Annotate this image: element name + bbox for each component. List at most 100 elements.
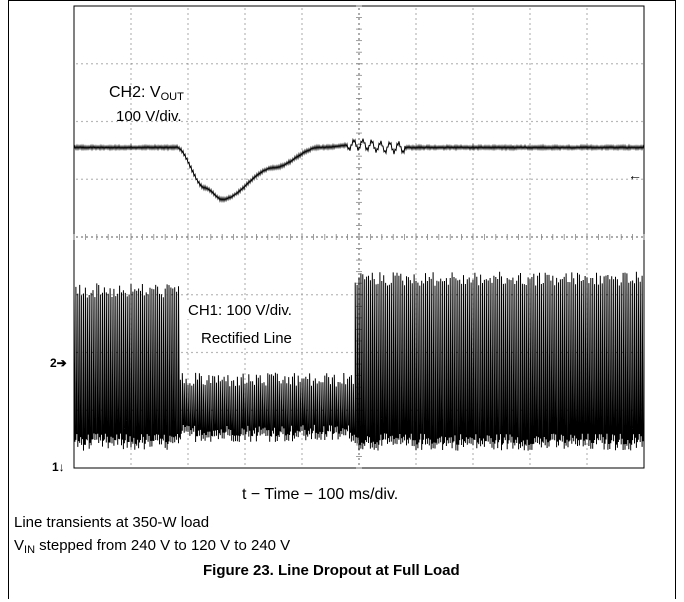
center-axis-dot bbox=[571, 236, 573, 238]
grid-dot-vertical bbox=[415, 153, 417, 155]
grid-dot-horizontal bbox=[591, 178, 593, 180]
center-axis-dot bbox=[358, 153, 360, 155]
grid-dot-vertical bbox=[472, 108, 474, 110]
grid-dot-vertical bbox=[529, 228, 531, 230]
grid-dot-horizontal bbox=[346, 294, 348, 296]
grid-dot-horizontal bbox=[366, 63, 368, 65]
center-axis-dot bbox=[481, 236, 483, 238]
grid-dot-horizontal bbox=[461, 63, 463, 65]
grid-dot-horizontal bbox=[431, 63, 433, 65]
grid-dot-vertical bbox=[586, 218, 588, 220]
grid-dot-vertical bbox=[586, 123, 588, 125]
center-axis-dot bbox=[146, 236, 148, 238]
grid-dot-vertical bbox=[244, 23, 246, 25]
center-axis-dot bbox=[456, 236, 458, 238]
grid-dot-horizontal bbox=[96, 63, 98, 65]
grid-dot-horizontal bbox=[201, 294, 203, 296]
center-axis-dot bbox=[91, 236, 93, 238]
grid-dot-vertical bbox=[529, 248, 531, 250]
grid-dot-vertical bbox=[187, 123, 189, 125]
grid-dot-horizontal bbox=[331, 63, 333, 65]
grid-dot-vertical bbox=[586, 173, 588, 175]
grid-dot-vertical bbox=[301, 343, 303, 345]
grid-dot-vertical bbox=[187, 293, 189, 295]
grid-dot-vertical bbox=[301, 103, 303, 105]
grid-dot-vertical bbox=[586, 158, 588, 160]
grid-dot-horizontal bbox=[371, 63, 373, 65]
grid-dot-vertical bbox=[415, 18, 417, 20]
grid-dot-horizontal bbox=[541, 294, 543, 296]
grid-dot-vertical bbox=[187, 283, 189, 285]
center-axis-dot bbox=[358, 188, 360, 190]
grid-dot-vertical bbox=[130, 158, 132, 160]
center-axis-dot bbox=[358, 168, 360, 170]
grid-dot-horizontal bbox=[136, 63, 138, 65]
grid-dot-horizontal bbox=[196, 294, 198, 296]
grid-dot-horizontal bbox=[261, 63, 263, 65]
grid-dot-horizontal bbox=[621, 120, 623, 123]
center-axis-dot bbox=[631, 236, 633, 238]
grid-dot-vertical bbox=[244, 253, 246, 255]
grid-dot-horizontal bbox=[126, 63, 128, 65]
grid-dot-horizontal bbox=[181, 178, 183, 180]
grid-dot-horizontal bbox=[221, 63, 223, 65]
grid-dot-horizontal bbox=[156, 294, 158, 296]
grid-dot-vertical bbox=[301, 183, 303, 185]
grid-dot-vertical bbox=[301, 268, 303, 270]
grid-dot-horizontal bbox=[261, 178, 263, 180]
grid-dot-vertical bbox=[187, 8, 189, 10]
grid-dot-horizontal bbox=[316, 178, 318, 180]
grid-dot-horizontal bbox=[556, 63, 558, 65]
grid-dot-horizontal bbox=[511, 63, 513, 65]
grid-dot-vertical bbox=[187, 373, 189, 375]
grid-dot-vertical bbox=[529, 243, 531, 245]
grid-dot-vertical bbox=[415, 463, 417, 465]
grid-dot-vertical bbox=[301, 128, 303, 130]
grid-dot-vertical bbox=[187, 263, 189, 265]
center-axis-dot bbox=[358, 98, 360, 100]
grid-dot-horizontal bbox=[291, 63, 293, 65]
grid-dot-horizontal bbox=[441, 120, 443, 123]
grid-dot-horizontal bbox=[121, 178, 123, 180]
grid-dot-vertical bbox=[244, 278, 246, 280]
grid-dot-vertical bbox=[244, 323, 246, 325]
grid-dot-horizontal bbox=[351, 351, 353, 354]
grid-dot-vertical bbox=[415, 43, 417, 45]
grid-dot-horizontal bbox=[466, 63, 468, 65]
grid-dot-vertical bbox=[187, 83, 189, 85]
grid-dot-horizontal bbox=[531, 63, 533, 65]
grid-dot-vertical bbox=[529, 58, 531, 60]
grid-dot-horizontal bbox=[291, 120, 293, 123]
grid-dot-vertical bbox=[529, 143, 531, 145]
center-axis-dot bbox=[591, 236, 593, 238]
grid-dot-vertical bbox=[244, 378, 246, 380]
grid-dot-horizontal bbox=[226, 178, 228, 180]
grid-dot-horizontal bbox=[321, 120, 323, 123]
grid-dot-horizontal bbox=[391, 120, 393, 123]
grid-dot-vertical bbox=[472, 23, 474, 25]
x-axis-label: t − Time − 100 ms/div. bbox=[242, 486, 399, 503]
grid-dot-horizontal bbox=[246, 120, 248, 123]
grid-dot-horizontal bbox=[116, 63, 118, 65]
grid-dot-horizontal bbox=[211, 120, 213, 123]
center-axis-dot bbox=[606, 236, 608, 238]
grid-dot-horizontal bbox=[526, 63, 528, 65]
center-axis-dot bbox=[358, 58, 360, 60]
center-axis-dot bbox=[201, 236, 203, 238]
grid-dot-vertical bbox=[244, 248, 246, 250]
grid-dot-horizontal bbox=[246, 294, 248, 296]
grid-dot-horizontal bbox=[296, 120, 298, 123]
grid-dot-horizontal bbox=[266, 409, 268, 411]
grid-dot-horizontal bbox=[376, 294, 378, 296]
grid-dot-vertical bbox=[472, 8, 474, 10]
grid-dot-horizontal bbox=[101, 178, 103, 180]
grid-dot-vertical bbox=[244, 198, 246, 200]
grid-dot-vertical bbox=[301, 353, 303, 355]
grid-dot-vertical bbox=[187, 223, 189, 225]
grid-dot-horizontal bbox=[131, 294, 133, 296]
grid-dot-vertical bbox=[529, 158, 531, 160]
grid-dot-horizontal bbox=[381, 178, 383, 180]
grid-dot-vertical bbox=[301, 28, 303, 30]
grid-dot-vertical bbox=[130, 13, 132, 15]
grid-dot-vertical bbox=[301, 263, 303, 265]
